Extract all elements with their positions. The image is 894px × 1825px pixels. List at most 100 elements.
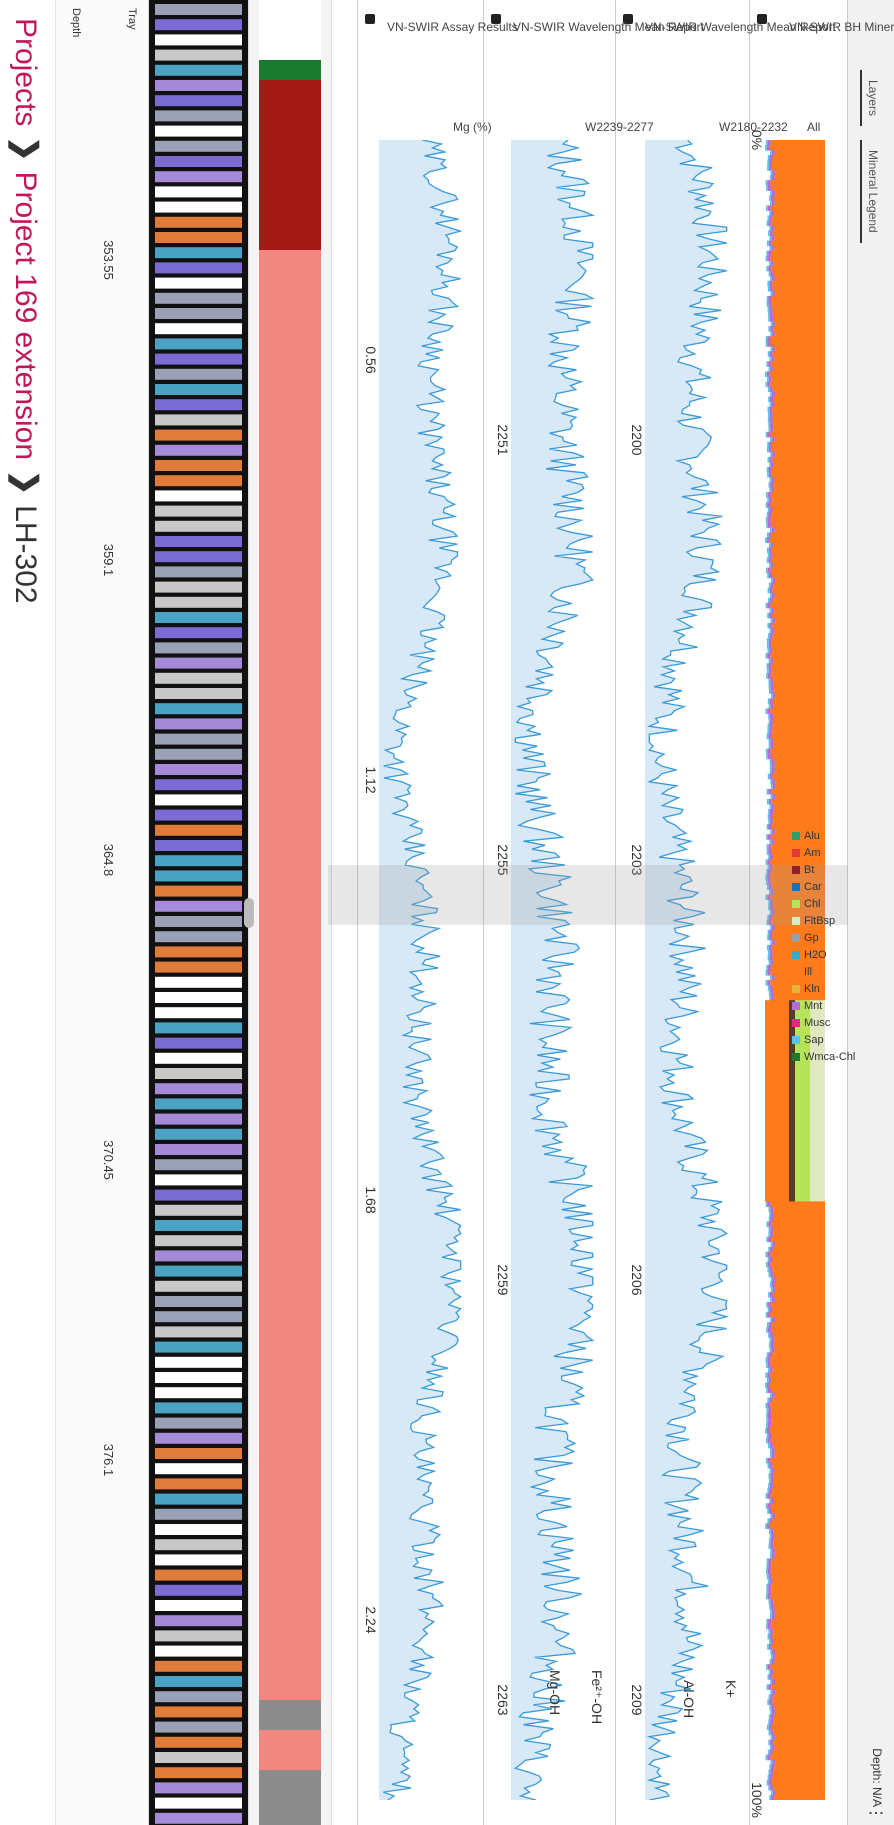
- wavelength-plot-2[interactable]: [511, 140, 597, 1800]
- mineral-segment: [765, 517, 768, 523]
- mineral-segment: [767, 1664, 771, 1670]
- mineral-segment: [773, 1729, 825, 1736]
- mineral-stack-plot[interactable]: [765, 140, 825, 1800]
- wavelength-plot-1[interactable]: [645, 140, 731, 1800]
- mineral-segment: [769, 1603, 771, 1610]
- mineral-segment: [765, 1095, 789, 1102]
- mineral-segment: [768, 1573, 772, 1580]
- mineral-segment: [769, 1518, 773, 1524]
- mineral-segment: [770, 190, 772, 196]
- core-segment: [155, 1432, 242, 1444]
- mineral-segment: [769, 572, 772, 579]
- mineral-segment: [773, 1769, 825, 1776]
- mineral-segment: [768, 1739, 771, 1746]
- mineral-segment: [768, 547, 772, 554]
- mineral-segment: [771, 1558, 825, 1565]
- mineral-segment: [770, 542, 774, 548]
- mineral-segment: [775, 1734, 825, 1741]
- mineral-segment: [773, 1271, 825, 1278]
- mineral-segment: [765, 1070, 789, 1077]
- core-segment: [155, 1615, 242, 1627]
- mineral-segment: [770, 1286, 773, 1293]
- mineral-segment: [765, 1015, 789, 1021]
- mineral-segment: [775, 1649, 825, 1655]
- mineral-segment: [773, 396, 825, 403]
- mineral-segment: [789, 1090, 795, 1097]
- mineral-segment: [769, 1397, 773, 1404]
- mineral-segment: [769, 1795, 772, 1800]
- mineral-segment: [769, 1749, 773, 1756]
- mineral-segment: [765, 145, 767, 151]
- mg-assay-plot[interactable]: [379, 140, 465, 1800]
- mineral-segment: [771, 1573, 825, 1580]
- legend-label: FltBsp: [804, 915, 836, 927]
- resize-handle[interactable]: [244, 898, 254, 928]
- mineral-segment: [775, 1513, 825, 1519]
- mineral-segment: [765, 748, 768, 755]
- mineral-segment: [767, 1422, 771, 1429]
- mineral-segment: [772, 924, 775, 931]
- mineral-segment: [770, 854, 773, 860]
- mineral-segment: [771, 225, 775, 232]
- mineral-segment: [810, 1015, 825, 1021]
- mineral-segment: [772, 230, 825, 237]
- breadcrumb-projects[interactable]: Projects: [9, 18, 42, 127]
- mineral-segment: [773, 1714, 825, 1721]
- core-segment: [155, 490, 242, 502]
- mineral-segment: [770, 1598, 774, 1605]
- mineral-segment: [795, 1090, 810, 1097]
- core-tray-images[interactable]: [149, 0, 248, 1825]
- legend-item: Chl: [792, 898, 821, 910]
- core-segment: [155, 931, 242, 943]
- mineral-segment: [769, 975, 772, 981]
- mineral-segment: [789, 1191, 795, 1197]
- tick-label: 1.12: [363, 766, 379, 794]
- mineral-segment: [765, 708, 768, 715]
- mineral-segment: [772, 290, 776, 297]
- mineral-segment: [771, 1704, 775, 1711]
- tab-layers[interactable]: Layers: [860, 70, 884, 127]
- mineral-segment: [769, 175, 772, 181]
- mineral-segment: [769, 1291, 773, 1298]
- mineral-segment: [770, 1503, 825, 1509]
- mineral-segment: [767, 1623, 771, 1630]
- mineral-segment: [769, 592, 772, 599]
- mineral-segment: [775, 617, 825, 624]
- mineral-segment: [771, 195, 774, 201]
- lock-icon[interactable]: [365, 14, 375, 24]
- legend-label: Ill: [804, 966, 812, 978]
- mineral-segment: [767, 934, 769, 941]
- mineral-segment: [772, 1699, 825, 1706]
- mineral-segment: [795, 1010, 810, 1016]
- mineral-segment: [795, 1110, 810, 1117]
- mineral-segment: [772, 1367, 825, 1374]
- mineral-segment: [769, 225, 772, 232]
- tab-mineral-legend[interactable]: Mineral Legend: [860, 140, 884, 243]
- core-segment: [155, 1022, 242, 1034]
- mineral-segment: [771, 185, 825, 191]
- breadcrumb-project[interactable]: Project 169 extension: [9, 171, 42, 461]
- mineral-segment: [765, 1131, 789, 1137]
- mineral-segment: [771, 965, 825, 971]
- mineral-segment: [771, 1779, 825, 1786]
- depth-label: 353.55: [101, 240, 116, 280]
- core-segment: [155, 824, 242, 836]
- mineral-segment: [770, 1362, 825, 1369]
- mineral-segment: [768, 1291, 770, 1298]
- core-tray-canvas[interactable]: [149, 0, 248, 1825]
- mineral-segment: [765, 1085, 789, 1092]
- mineral-segment: [768, 557, 772, 564]
- mineral-segment: [771, 1588, 825, 1595]
- mineral-segment: [767, 708, 771, 715]
- core-segment: [155, 1052, 242, 1064]
- mineral-segment: [770, 1734, 773, 1741]
- mineral-segment: [774, 275, 825, 282]
- mineral-segment: [766, 643, 769, 649]
- mineral-segment: [789, 1070, 795, 1077]
- mineral-segment: [768, 1387, 771, 1394]
- mineral-segment: [768, 834, 771, 840]
- more-options-icon[interactable]: ⋮: [867, 1805, 884, 1821]
- mineral-segment: [765, 1100, 789, 1107]
- mineral-segment: [773, 678, 825, 684]
- mineral-segment: [767, 502, 771, 508]
